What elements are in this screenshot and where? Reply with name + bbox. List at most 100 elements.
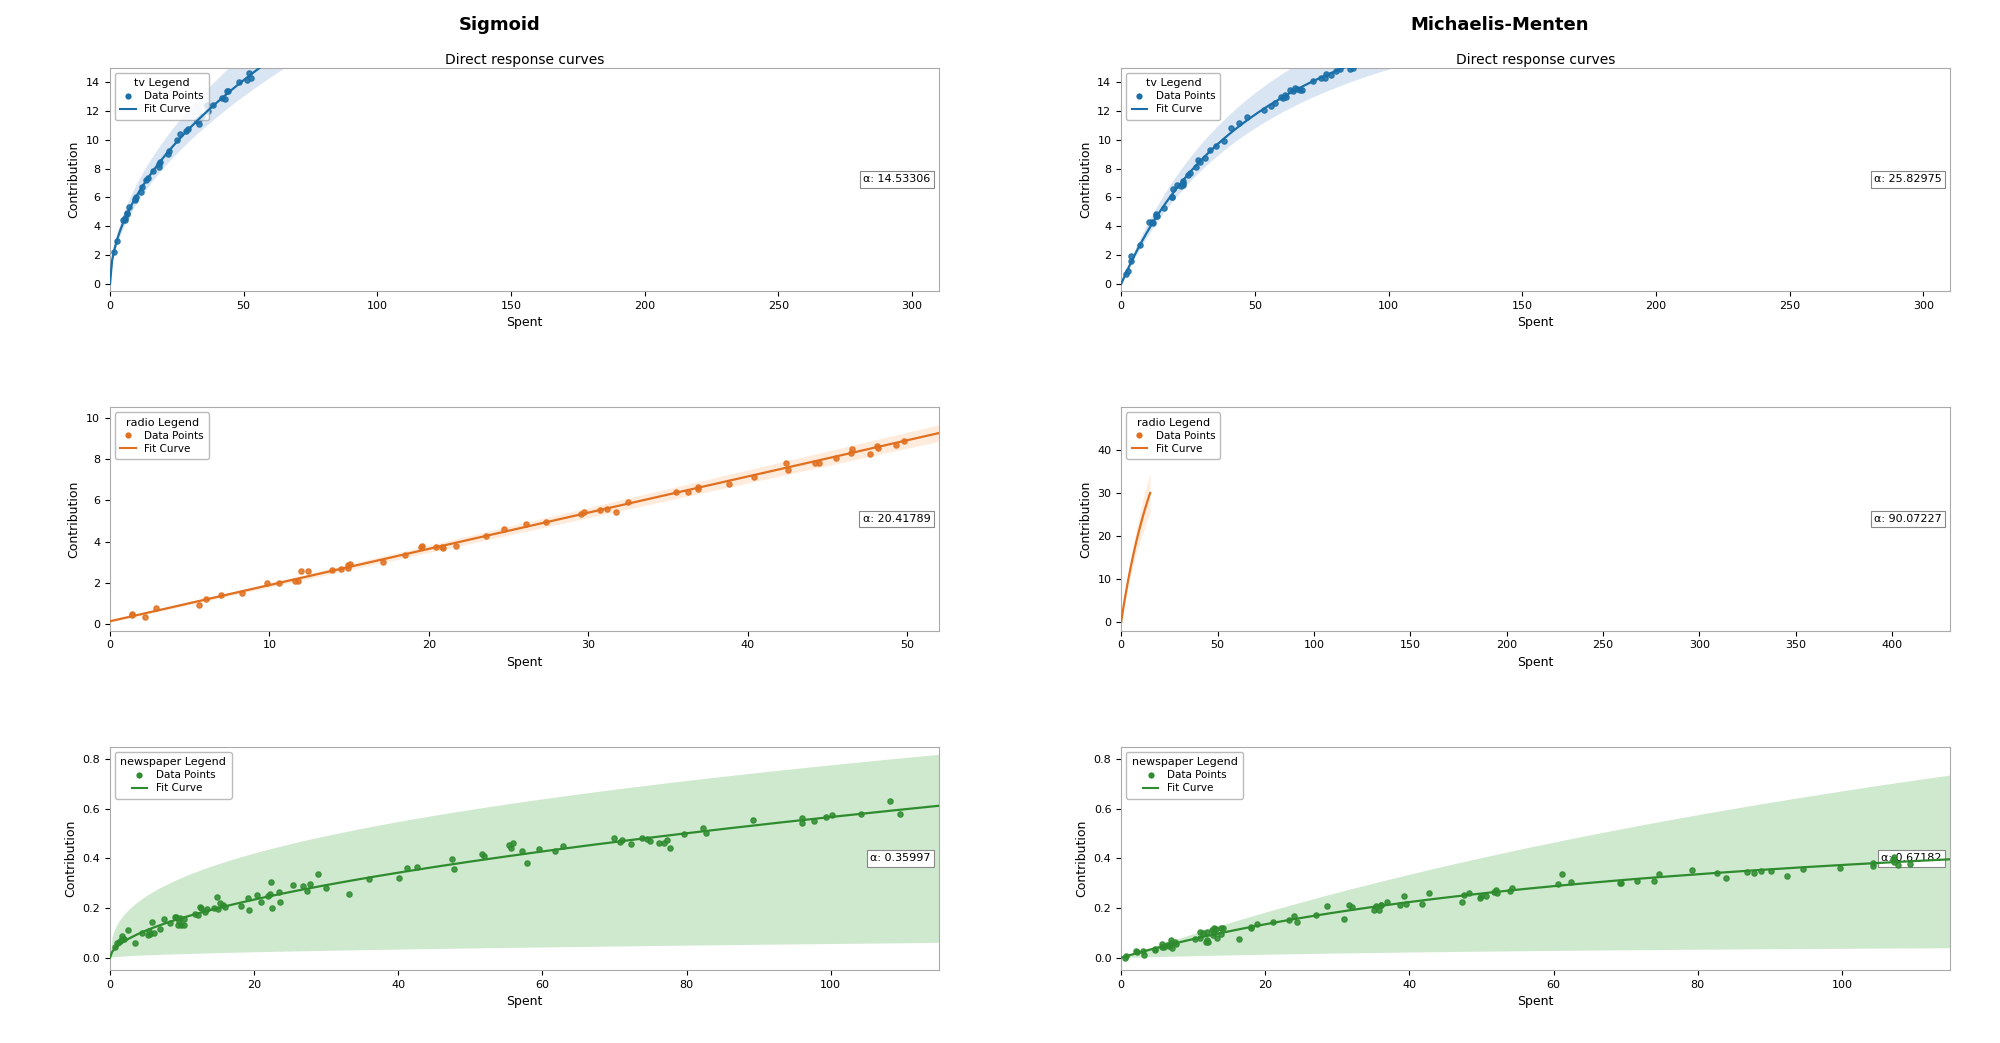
- Point: [354, 0, 386, 8]
- Point: [264, 894, 296, 911]
- Point: [1180, 930, 1212, 947]
- Point: [120, 192, 152, 209]
- Point: [208, 91, 240, 107]
- Point: [1278, 907, 1310, 924]
- Point: [1136, 214, 1168, 231]
- Point: [1222, 930, 1254, 947]
- Point: [1370, 894, 1402, 911]
- Point: [406, 539, 438, 556]
- Point: [420, 539, 452, 556]
- Point: [226, 585, 258, 602]
- Point: [126, 925, 158, 942]
- Point: [190, 590, 222, 607]
- Text: α: 14.53306: α: 14.53306: [864, 174, 930, 185]
- Point: [342, 0, 374, 13]
- Point: [134, 925, 166, 942]
- Point: [1188, 925, 1220, 942]
- Point: [190, 97, 222, 114]
- Point: [888, 433, 920, 450]
- Point: [816, 806, 848, 823]
- Point: [1154, 931, 1186, 948]
- Point: [1336, 59, 1368, 76]
- Point: [1296, 73, 1328, 90]
- Point: [232, 71, 264, 88]
- Point: [202, 900, 234, 917]
- Point: [1304, 70, 1336, 87]
- Point: [302, 866, 334, 882]
- Text: α: 90.07227: α: 90.07227: [1874, 514, 1942, 524]
- Point: [604, 833, 636, 850]
- Point: [1354, 49, 1386, 66]
- Point: [1606, 875, 1638, 892]
- Point: [108, 212, 140, 228]
- Point: [1354, 56, 1386, 73]
- Point: [1480, 15, 1512, 31]
- Point: [106, 927, 138, 944]
- Point: [492, 836, 524, 853]
- Point: [1156, 189, 1188, 205]
- Point: [1110, 266, 1142, 283]
- Point: [682, 481, 714, 498]
- Point: [612, 493, 644, 510]
- Point: [148, 911, 180, 927]
- Point: [326, 6, 358, 23]
- Point: [132, 926, 164, 943]
- Point: [288, 877, 320, 894]
- X-axis label: Spent: Spent: [506, 656, 542, 669]
- Point: [1310, 66, 1342, 82]
- Point: [344, 0, 376, 7]
- Point: [1710, 870, 1742, 887]
- Point: [100, 935, 132, 951]
- Point: [164, 909, 196, 926]
- Point: [1112, 263, 1144, 280]
- Point: [1276, 82, 1308, 99]
- Point: [206, 90, 238, 106]
- Point: [1208, 132, 1240, 149]
- Point: [286, 33, 318, 50]
- Point: [1478, 883, 1510, 900]
- Legend: Data Points, Fit Curve: Data Points, Fit Curve: [1126, 73, 1220, 120]
- Point: [644, 834, 676, 851]
- Point: [1494, 883, 1526, 900]
- Point: [1120, 943, 1152, 960]
- Point: [130, 172, 162, 189]
- Point: [1700, 865, 1732, 881]
- Point: [1286, 82, 1318, 99]
- Point: [294, 876, 326, 893]
- Point: [280, 573, 312, 589]
- Point: [1346, 53, 1378, 70]
- Point: [162, 917, 194, 933]
- Legend: Data Points, Fit Curve: Data Points, Fit Curve: [1126, 412, 1220, 459]
- Point: [282, 573, 314, 589]
- Point: [252, 888, 284, 904]
- Point: [846, 806, 878, 823]
- Point: [1586, 0, 1618, 13]
- Point: [1730, 864, 1762, 880]
- Point: [1410, 31, 1442, 48]
- Point: [1390, 896, 1422, 913]
- Point: [1308, 70, 1340, 87]
- Y-axis label: Contribution: Contribution: [64, 820, 76, 897]
- Point: [1788, 862, 1820, 878]
- Point: [136, 914, 168, 930]
- Point: [332, 557, 364, 574]
- Point: [584, 502, 616, 518]
- Point: [440, 537, 472, 554]
- Point: [1192, 931, 1224, 948]
- Point: [182, 111, 214, 127]
- Point: [184, 900, 216, 917]
- Point: [1202, 929, 1234, 946]
- Point: [1878, 849, 1910, 866]
- Point: [1606, 0, 1638, 13]
- Point: [1256, 98, 1288, 115]
- Point: [1158, 933, 1190, 950]
- Point: [438, 860, 470, 877]
- Point: [232, 65, 264, 81]
- Point: [310, 880, 342, 897]
- Point: [234, 901, 266, 918]
- Point: [1236, 919, 1268, 936]
- Point: [836, 441, 868, 458]
- Point: [1148, 939, 1180, 955]
- Point: [1878, 851, 1910, 868]
- Point: [186, 107, 218, 124]
